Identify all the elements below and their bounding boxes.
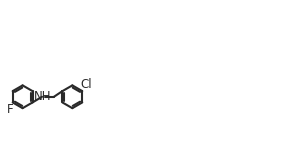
Text: Cl: Cl [80, 78, 92, 91]
Text: F: F [6, 103, 13, 116]
Text: NH: NH [34, 90, 52, 103]
